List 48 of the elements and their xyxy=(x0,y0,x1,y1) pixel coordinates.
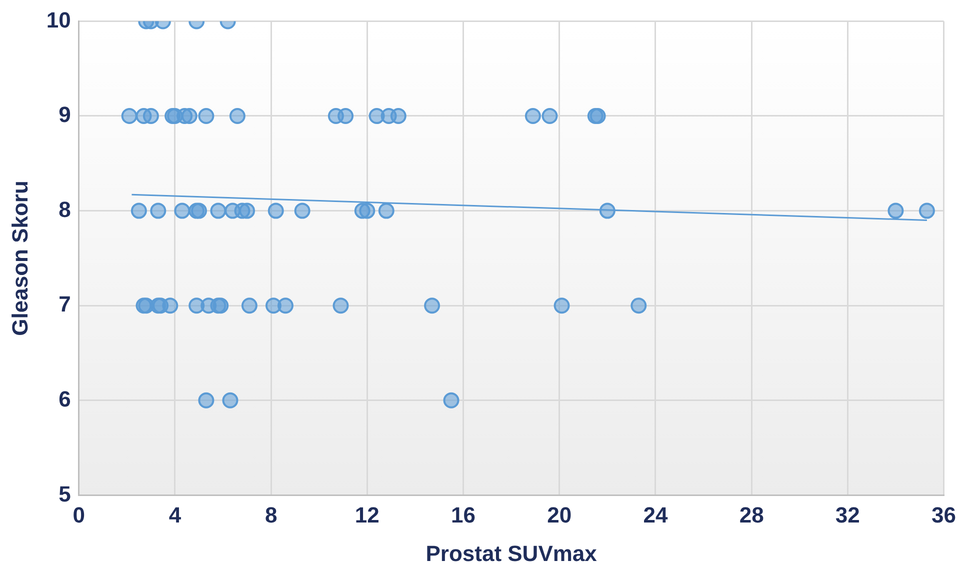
point xyxy=(888,202,904,219)
point xyxy=(390,108,406,124)
point xyxy=(338,108,354,124)
y-tick-label: 6 xyxy=(58,386,71,412)
y-tick-label: 7 xyxy=(58,292,71,317)
point xyxy=(222,392,238,408)
x-tick-label: 12 xyxy=(354,502,380,528)
point xyxy=(130,202,147,219)
point xyxy=(424,298,440,314)
point xyxy=(630,298,647,314)
point xyxy=(378,202,394,219)
y-tick-label: 8 xyxy=(58,196,71,222)
point xyxy=(210,202,226,219)
point xyxy=(268,202,284,219)
point xyxy=(332,298,349,314)
point xyxy=(150,202,166,219)
point xyxy=(554,298,570,314)
point xyxy=(359,202,376,219)
x-tick-label: 0 xyxy=(72,502,85,528)
point xyxy=(241,298,258,314)
x-tick-label: 32 xyxy=(835,502,860,528)
point xyxy=(181,108,198,124)
point xyxy=(918,202,935,219)
point xyxy=(239,202,256,219)
point xyxy=(524,108,541,124)
y-tick-label: 5 xyxy=(58,481,71,506)
y-axis-title: Gleason Skoru xyxy=(7,180,32,336)
point xyxy=(229,108,246,124)
point xyxy=(121,108,138,124)
x-tick-label: 4 xyxy=(168,502,182,528)
point xyxy=(277,298,294,314)
x-tick-label: 36 xyxy=(932,502,956,528)
y-tick-label: 9 xyxy=(58,102,71,128)
point xyxy=(294,202,310,219)
x-tick-label: 28 xyxy=(739,502,764,528)
x-axis-title: Prostat SUVmax xyxy=(426,540,598,566)
point xyxy=(162,298,178,314)
x-tick-label: 20 xyxy=(547,502,572,528)
x-tick-label: 24 xyxy=(643,502,668,528)
point xyxy=(174,202,190,219)
point xyxy=(198,108,214,124)
x-tick-label: 16 xyxy=(451,502,476,528)
x-tick-label: 8 xyxy=(264,502,278,528)
point xyxy=(198,392,214,408)
point xyxy=(142,108,159,124)
point xyxy=(542,108,558,124)
point xyxy=(443,392,460,408)
y-tick-label: 10 xyxy=(46,7,71,32)
